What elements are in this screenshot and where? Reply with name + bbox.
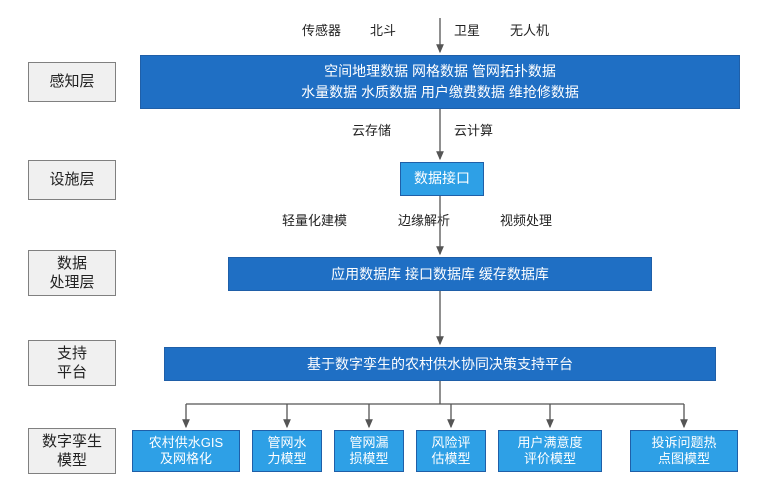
model-box-hydraulic: 管网水 力模型	[252, 430, 322, 472]
layer-label-digital-twin: 数字孪生 模型	[28, 428, 116, 474]
layer-label-text: 支持 平台	[57, 344, 87, 383]
source-satellite: 卫星	[454, 20, 480, 39]
proc-label-2: 边缘解析	[398, 210, 450, 229]
layer-label-text: 感知层	[49, 72, 94, 92]
perception-line2: 水量数据 水质数据 用户缴费数据 维抢修数据	[301, 82, 579, 103]
model-text: 投诉问题热 点图模型	[651, 435, 716, 468]
perception-box: 空间地理数据 网格数据 管网拓扑数据 水量数据 水质数据 用户缴费数据 维抢修数…	[140, 55, 740, 109]
interface-box: 数据接口	[400, 162, 484, 196]
layer-label-data-processing: 数据 处理层	[28, 250, 116, 296]
source-uav: 无人机	[510, 20, 549, 39]
source-beidou: 北斗	[370, 20, 396, 39]
model-text: 管网水 力模型	[267, 435, 306, 468]
platform-box: 基于数字孪生的农村供水协同决策支持平台	[164, 347, 716, 381]
model-box-complaint: 投诉问题热 点图模型	[630, 430, 738, 472]
interface-text: 数据接口	[414, 170, 470, 188]
layer-label-facility: 设施层	[28, 160, 116, 200]
layer-label-support-platform: 支持 平台	[28, 340, 116, 386]
perception-line1: 空间地理数据 网格数据 管网拓扑数据	[324, 61, 556, 82]
proc-label-1: 轻量化建模	[282, 210, 347, 229]
model-text: 管网漏 损模型	[349, 435, 388, 468]
cloud-compute-label: 云计算	[454, 120, 493, 139]
db-text: 应用数据库 接口数据库 缓存数据库	[331, 264, 549, 285]
layer-label-text: 设施层	[49, 170, 94, 190]
source-sensor: 传感器	[302, 20, 341, 39]
platform-text: 基于数字孪生的农村供水协同决策支持平台	[307, 354, 573, 375]
model-text: 农村供水GIS 及网格化	[149, 435, 223, 468]
cloud-storage-label: 云存储	[352, 120, 391, 139]
layer-label-perception: 感知层	[28, 62, 116, 102]
db-box: 应用数据库 接口数据库 缓存数据库	[228, 257, 652, 291]
model-text: 用户满意度 评价模型	[517, 435, 582, 468]
model-text: 风险评 估模型	[431, 435, 470, 468]
model-box-risk: 风险评 估模型	[416, 430, 486, 472]
layer-label-text: 数字孪生 模型	[42, 432, 102, 471]
layer-label-text: 数据 处理层	[49, 254, 94, 293]
proc-label-3: 视频处理	[500, 210, 552, 229]
model-box-gis: 农村供水GIS 及网格化	[132, 430, 240, 472]
model-box-leak: 管网漏 损模型	[334, 430, 404, 472]
model-box-satisfaction: 用户满意度 评价模型	[498, 430, 602, 472]
